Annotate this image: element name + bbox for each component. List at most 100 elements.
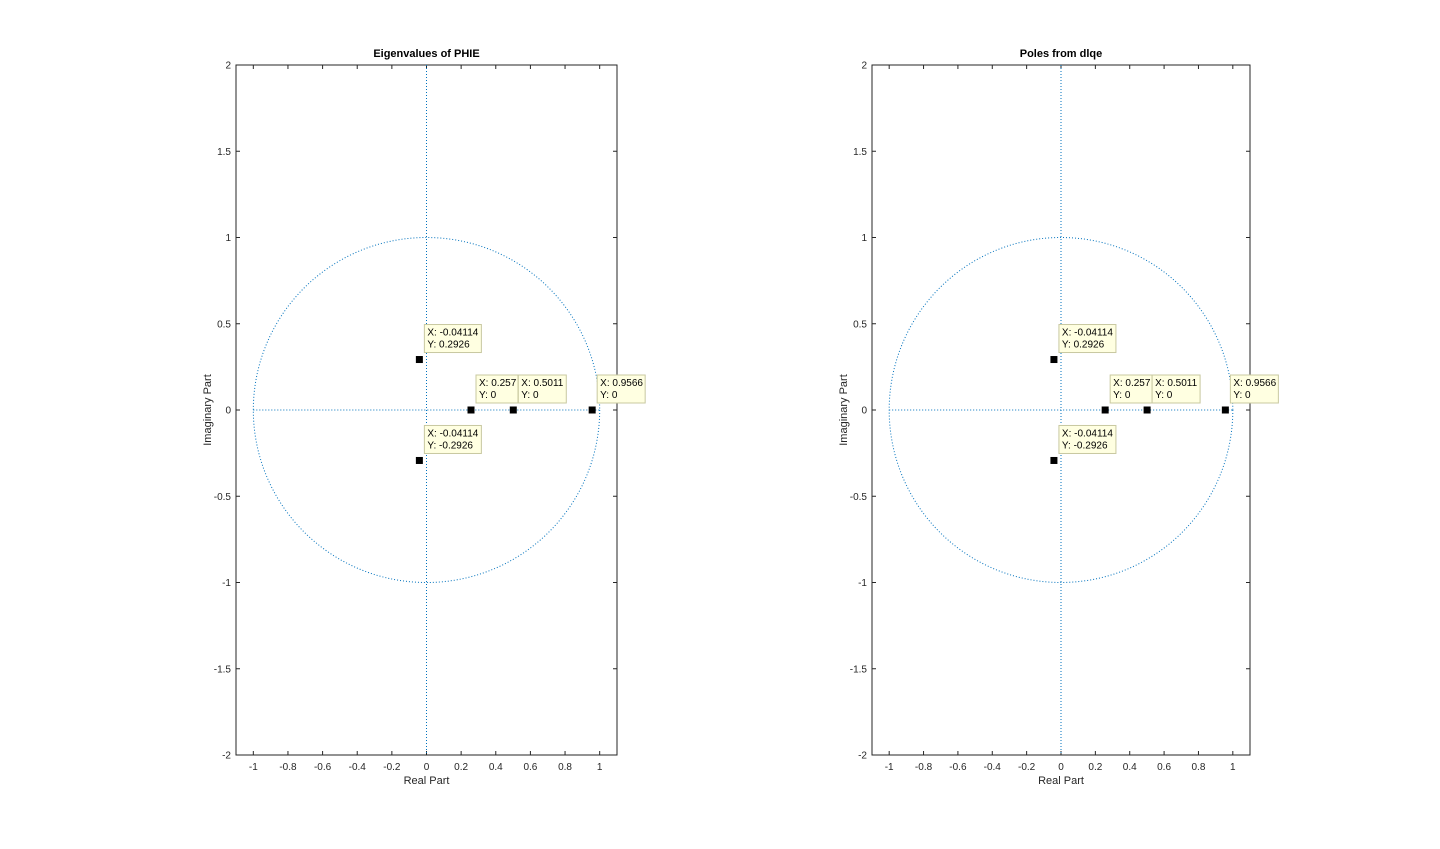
pole-marker[interactable]	[509, 406, 517, 414]
x-tick-label: 0.6	[523, 762, 537, 773]
y-tick-label: 2	[225, 61, 231, 72]
datatip-y-value: Y: 0	[600, 390, 618, 401]
unit-circle	[888, 237, 1234, 583]
y-tick-label: -2	[858, 751, 867, 762]
x-tick-label: -0.8	[279, 762, 297, 773]
x-tick-label: -0.6	[949, 762, 967, 773]
y-tick-label: 0.5	[217, 319, 231, 330]
pole-marker[interactable]	[1101, 406, 1109, 414]
axes-poles[interactable]: -1 -0.8 -0.6 -0.4 -0.2 0 0.2 0.4 0.6 0.8 1 -2 -1.5 -1…	[838, 48, 1279, 787]
datatip-y-value: Y: 0.2926	[427, 340, 470, 351]
pole-marker[interactable]	[415, 456, 423, 464]
pole-marker[interactable]	[1143, 406, 1151, 414]
x-tick-label: 0	[1058, 762, 1064, 773]
y-tick-label: -1	[222, 578, 231, 589]
datatip-x-value: X: 0.5011	[521, 378, 564, 389]
datatip-x-value: X: -0.04114	[1062, 428, 1113, 439]
datatip-y-value: Y: 0	[1155, 390, 1173, 401]
x-tick-label: -1	[885, 762, 894, 773]
y-tick-label: 1	[225, 233, 231, 244]
x-tick-label: -0.8	[915, 762, 933, 773]
x-tick-label: -0.6	[314, 762, 332, 773]
x-tick-label: 0.8	[558, 762, 572, 773]
y-tick-label: 0	[225, 406, 231, 417]
y-tick-label: -1.5	[214, 664, 232, 675]
datatip-y-value: Y: -0.2926	[427, 440, 473, 451]
x-tick-label: -0.4	[349, 762, 367, 773]
x-tick-label: 1	[1230, 762, 1236, 773]
x-tick-label: -0.2	[383, 762, 401, 773]
x-tick-label: 1	[597, 762, 603, 773]
datatip-box	[1229, 374, 1279, 404]
datatip-box	[1058, 424, 1117, 454]
y-axis-label: Imaginary Part	[838, 374, 850, 446]
y-tick-label: -1.5	[850, 664, 868, 675]
x-tick-label: 0.2	[1088, 762, 1102, 773]
pole-marker[interactable]	[588, 406, 596, 414]
y-tick-label: 2	[861, 61, 867, 72]
datatip-box	[423, 424, 482, 454]
x-tick-label: -0.2	[1018, 762, 1036, 773]
y-tick-label: 1.5	[853, 147, 867, 158]
y-tick-label: -1	[858, 578, 867, 589]
x-tick-label: 0.4	[1123, 762, 1137, 773]
axes-eigenvalues[interactable]: -1 -0.8 -0.6 -0.4 -0.2 0 0.2 0.4 0.6 0.8 1 -2 -1.5 -1…	[202, 48, 646, 787]
datatip-x-value: X: 0.9566	[600, 378, 643, 389]
datatip-box	[1109, 374, 1153, 404]
y-tick-label: 1.5	[217, 147, 231, 158]
x-tick-label: 0.6	[1157, 762, 1171, 773]
axes-title: Poles from dlqe	[1020, 48, 1103, 60]
y-tick-label: -0.5	[214, 492, 232, 503]
x-axis-label: Real Part	[404, 775, 450, 787]
pole-marker[interactable]	[1050, 456, 1058, 464]
x-tick-label: -1	[249, 762, 258, 773]
y-tick-label: -0.5	[850, 492, 868, 503]
pole-marker[interactable]	[1050, 356, 1058, 364]
x-tick-label: 0.2	[454, 762, 468, 773]
x-tick-label: 0.4	[489, 762, 503, 773]
datatip-box	[1058, 324, 1117, 354]
x-tick-label: 0.8	[1192, 762, 1206, 773]
datatip-y-value: Y: 0	[1233, 390, 1251, 401]
y-tick-label: -2	[222, 751, 231, 762]
datatip-box	[517, 374, 567, 404]
datatip-x-value: X: -0.04114	[1062, 328, 1113, 339]
y-tick-label: 0.5	[853, 319, 867, 330]
y-axis-label: Imaginary Part	[202, 374, 214, 446]
unit-circle	[252, 237, 601, 583]
datatip-box	[1151, 374, 1201, 404]
datatip-box	[596, 374, 646, 404]
pole-marker[interactable]	[1221, 406, 1229, 414]
datatip-y-value: Y: 0	[1113, 390, 1131, 401]
datatip-x-value: X: -0.04114	[427, 328, 478, 339]
datatip-y-value: Y: 0	[521, 390, 539, 401]
datatip-box	[423, 324, 482, 354]
datatip-x-value: X: 0.9566	[1233, 378, 1276, 389]
x-axis-label: Real Part	[1038, 775, 1084, 787]
datatip-y-value: Y: 0	[479, 390, 497, 401]
pole-marker[interactable]	[415, 356, 423, 364]
datatip-x-value: X: -0.04114	[427, 428, 478, 439]
datatip-y-value: Y: 0.2926	[1062, 340, 1105, 351]
datatip-x-value: X: 0.5011	[1155, 378, 1198, 389]
axes-title: Eigenvalues of PHIE	[373, 48, 479, 60]
datatip-y-value: Y: -0.2926	[1062, 440, 1108, 451]
y-tick-label: 1	[861, 233, 867, 244]
datatip-x-value: X: 0.257	[1113, 378, 1151, 389]
x-tick-label: 0	[424, 762, 430, 773]
pole-marker[interactable]	[467, 406, 475, 414]
datatip-x-value: X: 0.257	[479, 378, 517, 389]
y-tick-label: 0	[861, 406, 867, 417]
x-tick-label: -0.4	[984, 762, 1002, 773]
